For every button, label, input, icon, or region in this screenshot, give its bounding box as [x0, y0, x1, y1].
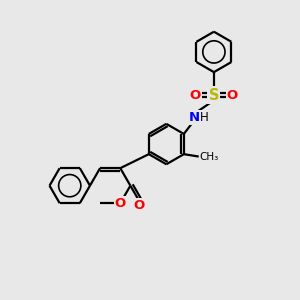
Text: O: O: [227, 88, 238, 101]
Text: O: O: [190, 88, 201, 101]
Text: O: O: [134, 199, 145, 212]
Text: N: N: [189, 111, 200, 124]
Text: CH₃: CH₃: [200, 152, 219, 161]
Text: S: S: [209, 88, 219, 103]
Text: O: O: [115, 197, 126, 210]
Text: H: H: [200, 111, 209, 124]
